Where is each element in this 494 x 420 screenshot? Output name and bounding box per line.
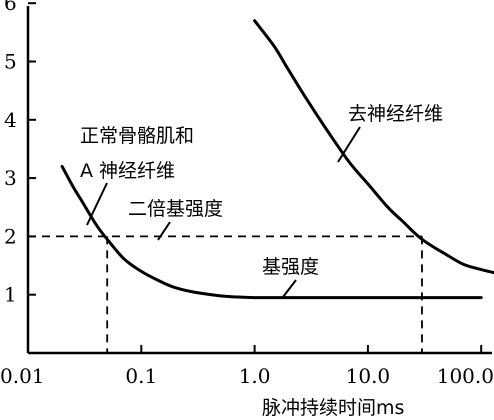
x-tick-label: 0.01 <box>0 364 45 388</box>
x-tick-label: 100.0 <box>437 364 494 388</box>
reference-lines <box>28 235 423 353</box>
y-tick-label: 5 <box>4 50 17 74</box>
leader-rheobase <box>282 279 297 298</box>
leader-twice-rheobase <box>157 221 171 241</box>
x-tick-label: 0.1 <box>125 364 157 388</box>
y-tick-label: 4 <box>4 108 17 132</box>
annotation-twice-rheobase: 二倍基强度 <box>128 198 223 220</box>
x-tick-label: 1.0 <box>239 364 271 388</box>
annotation-leaders <box>86 126 361 298</box>
y-tick-label: 3 <box>4 166 17 190</box>
y-tick-label: 6 <box>4 0 17 15</box>
leader-denervated <box>337 126 361 163</box>
axis-ticks: 1 2 3 4 5 6 0.01 0.1 1.0 10.0 100.0 <box>0 0 494 388</box>
annotation-normal-line1: 正常骨骼肌和 <box>80 125 194 147</box>
normal-muscle-curve <box>60 164 483 300</box>
x-tick-label: 10.0 <box>346 364 391 388</box>
y-tick-label: 1 <box>4 283 17 307</box>
y-tick-label: 2 <box>4 224 17 248</box>
denervated-fiber-curve <box>253 19 494 275</box>
leader-normal <box>86 182 108 226</box>
annotation-normal-line2: A 神经纤维 <box>80 160 175 182</box>
data-series <box>60 19 494 300</box>
x-axis-label: 脉冲持续时间ms <box>262 397 404 419</box>
annotation-rheobase: 基强度 <box>262 256 319 278</box>
annotation-denervated: 去神经纤维 <box>348 103 443 125</box>
